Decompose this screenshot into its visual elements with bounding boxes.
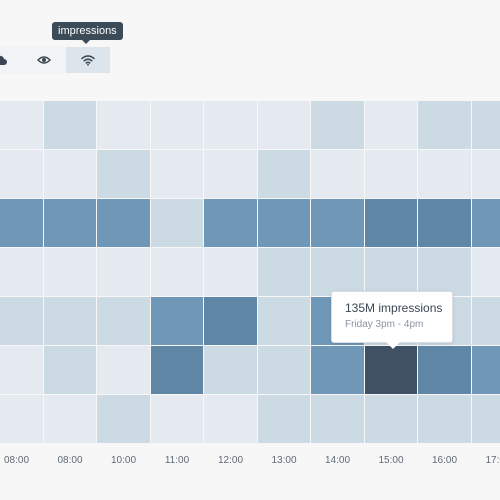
impressions-metric-button[interactable] bbox=[66, 47, 110, 73]
heatmap-cell[interactable] bbox=[471, 297, 500, 345]
tooltip-value: 135M impressions bbox=[345, 301, 443, 315]
eye-icon bbox=[37, 56, 51, 64]
x-axis-tick-label: 14:00 bbox=[324, 455, 351, 466]
heatmap-cell[interactable] bbox=[97, 297, 150, 345]
heatmap-cell[interactable] bbox=[0, 297, 43, 345]
cloud-metric-button[interactable] bbox=[0, 47, 22, 73]
heatmap-cell[interactable] bbox=[150, 101, 203, 149]
heatmap-cell[interactable] bbox=[257, 101, 310, 149]
heatmap-cell[interactable] bbox=[257, 297, 310, 345]
heatmap-cell[interactable] bbox=[204, 101, 257, 149]
heatmap-cell[interactable] bbox=[257, 248, 310, 296]
heatmap-grid bbox=[0, 101, 500, 444]
heatmap-cell[interactable] bbox=[418, 346, 471, 394]
heatmap-cell[interactable] bbox=[364, 395, 417, 443]
heatmap-cell[interactable] bbox=[311, 101, 364, 149]
heatmap-cell[interactable] bbox=[97, 199, 150, 247]
heatmap-cell[interactable] bbox=[364, 248, 417, 296]
heatmap-cell[interactable] bbox=[0, 395, 43, 443]
x-axis-tick-label: 17:00 bbox=[485, 455, 500, 466]
heatmap-cell[interactable] bbox=[364, 346, 417, 394]
heatmap-cell[interactable] bbox=[311, 199, 364, 247]
heatmap-cell[interactable] bbox=[204, 248, 257, 296]
x-axis-tick-label: 13:00 bbox=[271, 455, 297, 466]
views-metric-button[interactable] bbox=[22, 47, 66, 73]
heatmap-cell[interactable] bbox=[0, 346, 43, 394]
heatmap-cell[interactable] bbox=[43, 199, 96, 247]
heatmap-cell[interactable] bbox=[204, 346, 257, 394]
heatmap-cell[interactable] bbox=[418, 248, 471, 296]
heatmap-cell[interactable] bbox=[0, 150, 43, 198]
heatmap-cell[interactable] bbox=[97, 150, 150, 198]
heatmap-cell[interactable] bbox=[418, 395, 471, 443]
heatmap-cell[interactable] bbox=[0, 199, 43, 247]
tooltip-time: Friday 3pm - 4pm bbox=[345, 319, 424, 330]
heatmap-cell[interactable] bbox=[257, 150, 310, 198]
heatmap-cell[interactable] bbox=[257, 395, 310, 443]
heatmap-cell[interactable] bbox=[471, 199, 500, 247]
heatmap-cell[interactable] bbox=[43, 248, 96, 296]
heatmap-cell[interactable] bbox=[418, 101, 471, 149]
heatmap-cell[interactable] bbox=[150, 248, 203, 296]
heatmap-cell[interactable] bbox=[471, 150, 500, 198]
heatmap-cell[interactable] bbox=[257, 199, 310, 247]
x-axis-tick-label: 08:00 bbox=[3, 455, 30, 466]
heatmap-cell[interactable] bbox=[150, 199, 203, 247]
heatmap-cell[interactable] bbox=[97, 346, 150, 394]
x-axis-tick-label: 11:00 bbox=[164, 455, 190, 466]
heatmap-cell[interactable] bbox=[471, 248, 500, 296]
heatmap-cell[interactable] bbox=[43, 346, 96, 394]
cloud-icon bbox=[0, 55, 7, 65]
heatmap-cell[interactable] bbox=[471, 346, 500, 394]
heatmap-cell[interactable] bbox=[0, 101, 43, 149]
heatmap-cell[interactable] bbox=[364, 101, 417, 149]
heatmap-cell[interactable] bbox=[204, 297, 257, 345]
heatmap-cell[interactable] bbox=[418, 150, 471, 198]
x-axis-tick-label: 08:00 bbox=[57, 455, 83, 466]
toolbar-tooltip: impressions bbox=[52, 22, 123, 44]
heatmap-cell[interactable] bbox=[311, 346, 364, 394]
heatmap-cell[interactable] bbox=[311, 248, 364, 296]
x-axis-tick-label: 12:00 bbox=[217, 455, 244, 466]
heatmap-cell[interactable] bbox=[150, 150, 203, 198]
heatmap-cell[interactable] bbox=[97, 248, 150, 296]
heatmap-cell[interactable] bbox=[43, 101, 96, 149]
heatmap-cell[interactable] bbox=[364, 150, 417, 198]
heatmap-cell[interactable] bbox=[97, 395, 150, 443]
heatmap-cell[interactable] bbox=[471, 395, 500, 443]
wifi-icon bbox=[81, 55, 95, 66]
heatmap-cell[interactable] bbox=[311, 395, 364, 443]
heatmap-cell[interactable] bbox=[43, 297, 96, 345]
heatmap-cell[interactable] bbox=[0, 248, 43, 296]
heatmap-cell[interactable] bbox=[97, 101, 150, 149]
heatmap-cell[interactable] bbox=[204, 150, 257, 198]
heatmap-cell[interactable] bbox=[43, 150, 96, 198]
heatmap-cell[interactable] bbox=[418, 199, 471, 247]
heatmap-cell[interactable] bbox=[150, 346, 203, 394]
heatmap-cell[interactable] bbox=[471, 101, 500, 149]
heatmap-cell[interactable] bbox=[204, 395, 257, 443]
heatmap-cell[interactable] bbox=[150, 395, 203, 443]
x-axis-tick-label: 15:00 bbox=[378, 455, 404, 466]
x-axis-tick-label: 10:00 bbox=[110, 455, 137, 466]
heatmap-cell[interactable] bbox=[43, 395, 96, 443]
cell-tooltip: 135M impressions Friday 3pm - 4pm bbox=[331, 291, 453, 349]
heatmap-cell[interactable] bbox=[311, 150, 364, 198]
x-axis-tick-label: 16:00 bbox=[431, 455, 458, 466]
heatmap-cell[interactable] bbox=[150, 297, 203, 345]
heatmap-cell[interactable] bbox=[364, 199, 417, 247]
heatmap-cell[interactable] bbox=[257, 346, 310, 394]
heatmap-cell[interactable] bbox=[204, 199, 257, 247]
